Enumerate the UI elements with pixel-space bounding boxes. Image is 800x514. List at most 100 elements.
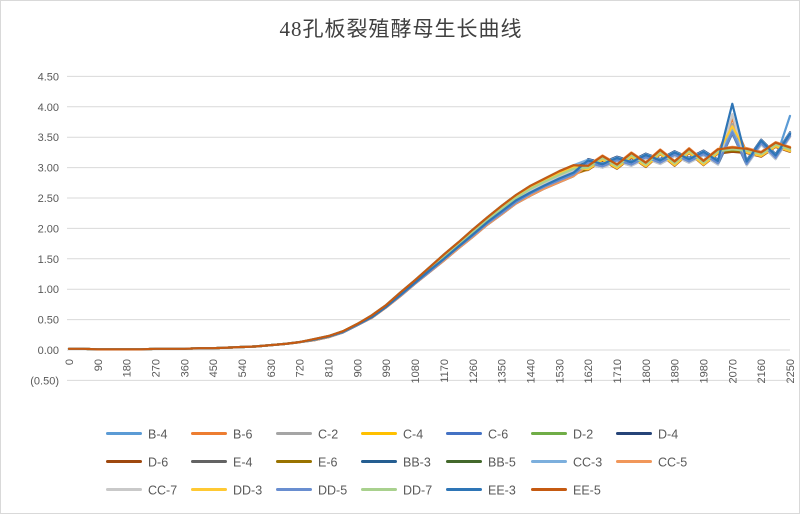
- legend-item-D-6[interactable]: D-6: [106, 455, 191, 470]
- legend-label: DD-7: [403, 483, 433, 498]
- legend-label: B-4: [148, 427, 168, 442]
- series-line-D-4[interactable]: [67, 127, 792, 351]
- x-axis-tick-label: 900: [352, 359, 364, 377]
- legend-label: BB-5: [488, 455, 516, 470]
- x-axis-tick-label: 270: [151, 359, 163, 377]
- legend-swatch-DD-5: [276, 487, 312, 492]
- legend-item-CC-5[interactable]: CC-5: [616, 455, 701, 470]
- legend-label: EE-3: [488, 483, 516, 498]
- legend-label: E-6: [318, 455, 338, 470]
- legend-item-EE-3[interactable]: EE-3: [446, 483, 531, 498]
- x-axis-tick-label: 450: [208, 359, 220, 377]
- series-line-BB-3[interactable]: [67, 130, 792, 351]
- legend-swatch-D-4: [616, 431, 652, 436]
- series-line-C-4[interactable]: [67, 143, 792, 351]
- x-axis-tick-label: 540: [237, 359, 249, 377]
- legend-label: DD-5: [318, 483, 348, 498]
- legend-swatch-BB-5: [446, 459, 482, 464]
- legend-item-D-2[interactable]: D-2: [531, 427, 616, 442]
- x-axis-tick-label: 1620: [583, 359, 595, 383]
- legend-item-DD-3[interactable]: DD-3: [191, 483, 276, 498]
- series-line-EE-3[interactable]: [67, 102, 792, 351]
- x-axis-tick-label: 990: [381, 359, 393, 377]
- x-axis-tick-label: 0: [64, 359, 76, 365]
- series-line-BB-5[interactable]: [67, 142, 792, 351]
- legend-label: B-6: [233, 427, 253, 442]
- chart-title: 48孔板裂殖酵母生长曲线: [279, 17, 523, 41]
- x-axis-tick-label: 1260: [468, 359, 480, 383]
- legend-item-EE-5[interactable]: EE-5: [531, 483, 616, 498]
- legend-label: E-4: [233, 455, 253, 470]
- legend-swatch-E-4: [191, 459, 227, 464]
- series-line-CC-7[interactable]: [67, 112, 792, 351]
- series-line-CC-5[interactable]: [67, 141, 792, 351]
- legend-swatch-C-4: [361, 431, 397, 436]
- x-axis-tick-label: 1890: [670, 359, 682, 383]
- y-axis-tick-label: 4.50: [38, 71, 59, 83]
- series-line-CC-3[interactable]: [67, 128, 792, 351]
- legend-label: DD-3: [233, 483, 263, 498]
- series-line-DD-7[interactable]: [67, 143, 792, 351]
- legend: B-4 B-6 C-2 C-4 C-6 D-2 D-4 D-6 E-4 E-6 BB-3 BB-5 CC…: [106, 425, 701, 509]
- legend-item-B-4[interactable]: B-4: [106, 427, 191, 442]
- legend-label: EE-5: [573, 483, 601, 498]
- series-line-D-2[interactable]: [67, 141, 792, 351]
- y-axis-tick-label: (0.50): [30, 375, 59, 387]
- x-axis-tick-label: 1800: [641, 359, 653, 383]
- series-line-E-6[interactable]: [67, 144, 792, 351]
- x-axis-tick-label: 720: [295, 359, 307, 377]
- legend-label: CC-7: [148, 483, 178, 498]
- legend-item-CC-7[interactable]: CC-7: [106, 483, 191, 498]
- x-axis-tick-label: 1170: [439, 359, 451, 383]
- legend-item-B-6[interactable]: B-6: [191, 427, 276, 442]
- legend-swatch-D-2: [531, 431, 567, 436]
- legend-label: CC-3: [573, 455, 603, 470]
- legend-item-BB-5[interactable]: BB-5: [446, 455, 531, 470]
- series-line-EE-5[interactable]: [67, 141, 792, 351]
- legend-swatch-D-6: [106, 459, 142, 464]
- x-axis-tick-label: 1080: [410, 359, 422, 383]
- legend-label: CC-5: [658, 455, 688, 470]
- legend-item-D-4[interactable]: D-4: [616, 427, 701, 442]
- legend-label: BB-3: [403, 455, 431, 470]
- legend-label: C-2: [318, 427, 339, 442]
- y-axis-tick-label: 2.50: [38, 193, 59, 205]
- legend-swatch-DD-3: [191, 487, 227, 492]
- legend-swatch-B-6: [191, 431, 227, 436]
- x-axis-tick-label: 90: [93, 359, 105, 371]
- legend-item-E-4[interactable]: E-4: [191, 455, 276, 470]
- legend-swatch-CC-5: [616, 459, 652, 464]
- y-axis-tick-label: 0.00: [38, 345, 59, 357]
- x-axis-tick-label: 2250: [785, 359, 797, 383]
- plot-area[interactable]: 4.50 4.00 3.50 3.00 2.50 2.00 1.50 1.00 0.50 0.00…: [1, 1, 800, 415]
- series-line-B-4[interactable]: [67, 114, 792, 351]
- legend-row: CC-7 DD-3 DD-5 DD-7 EE-3 EE-5: [106, 481, 701, 509]
- legend-item-BB-3[interactable]: BB-3: [361, 455, 446, 470]
- legend-item-E-6[interactable]: E-6: [276, 455, 361, 470]
- legend-item-CC-3[interactable]: CC-3: [531, 455, 616, 470]
- legend-label: D-2: [573, 427, 594, 442]
- legend-label: D-6: [148, 455, 169, 470]
- legend-item-C-6[interactable]: C-6: [446, 427, 531, 442]
- legend-item-C-4[interactable]: C-4: [361, 427, 446, 442]
- legend-item-DD-7[interactable]: DD-7: [361, 483, 446, 498]
- series-line-C-6[interactable]: [67, 128, 792, 351]
- legend-item-DD-5[interactable]: DD-5: [276, 483, 361, 498]
- y-axis-tick-label: 4.00: [38, 102, 59, 114]
- series-line-E-4[interactable]: [67, 131, 792, 351]
- y-axis-tick-label: 0.50: [38, 315, 59, 327]
- legend-swatch-EE-3: [446, 487, 482, 492]
- legend-item-C-2[interactable]: C-2: [276, 427, 361, 442]
- legend-row: B-4 B-6 C-2 C-4 C-6 D-2 D-4: [106, 425, 701, 453]
- y-axis-tick-label: 1.50: [38, 254, 59, 266]
- x-axis-tick-label: 1710: [612, 359, 624, 383]
- x-axis-tick-label: 1980: [699, 359, 711, 383]
- legend-swatch-C-2: [276, 431, 312, 436]
- x-axis-tick-label: 810: [324, 359, 336, 377]
- x-axis-tick-label: 630: [266, 359, 278, 377]
- series-line-DD-3[interactable]: [67, 125, 792, 351]
- series-line-DD-5[interactable]: [67, 131, 792, 351]
- series-line-D-6[interactable]: [67, 145, 792, 351]
- x-axis-tick-label: 1530: [554, 359, 566, 383]
